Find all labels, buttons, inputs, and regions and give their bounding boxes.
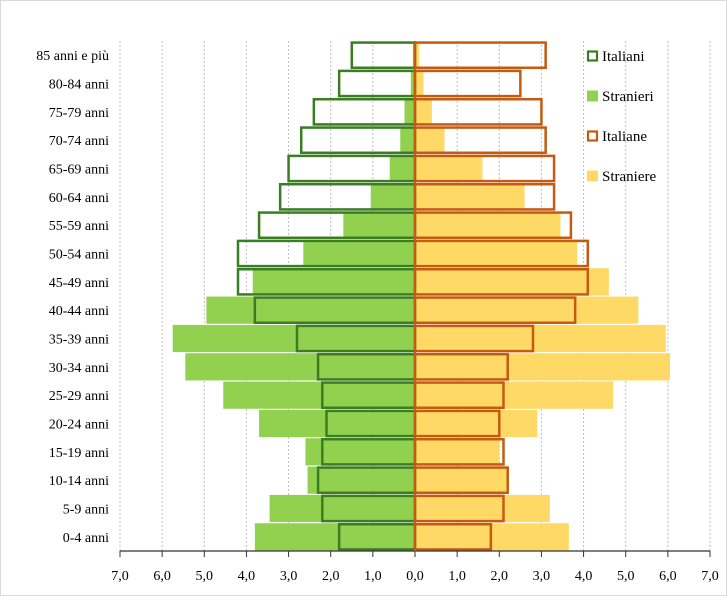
legend-swatch-italiane	[586, 130, 599, 142]
bar-stranieri-35-39-anni	[172, 324, 415, 353]
x-tick-label: 0,0	[406, 569, 424, 584]
bar-stranieri-45-49-anni	[252, 268, 415, 296]
bar-stranieri-40-44-anni	[206, 296, 415, 324]
bar-stranieri-15-19-anni	[305, 438, 415, 466]
tick-labels: 7,0 6,0 5,0 4,0 3,0 2,0 1,0 0,0 1,0 2,0 3,0 4,0 5,0 6…	[111, 569, 719, 584]
category-label: 20-24 anni	[49, 418, 109, 433]
category-label: 85 anni e più	[36, 49, 109, 64]
bar-stranieri-0-4-anni	[254, 523, 415, 551]
bar-straniere-85-anni-e-pi	[415, 41, 420, 69]
bar-straniere-20-24-anni	[415, 409, 538, 438]
bar-italiane-75-79-anni	[413, 97, 543, 126]
bar-stranieri-5-9-anni	[269, 494, 415, 523]
bar-stranieri-70-74-anni	[400, 126, 415, 154]
bar-straniere-70-74-anni	[415, 126, 445, 154]
bar-stranieri-65-69-anni	[389, 154, 415, 183]
bar-straniere-5-9-anni	[415, 494, 550, 523]
category-label: 55-59 anni	[49, 219, 109, 234]
bar-stranieri-60-64-anni	[370, 183, 415, 211]
bar-italiane-80-84-anni	[413, 69, 522, 98]
category-label: 40-44 anni	[49, 304, 109, 319]
legend-label-straniere: Straniere	[602, 169, 656, 185]
bar-stranieri-25-29-anni	[223, 381, 415, 409]
legend: Italiani Stranieri Italiane Straniere	[586, 49, 656, 185]
bar-stranieri-20-24-anni	[259, 409, 415, 438]
bar-stranieri-50-54-anni	[303, 239, 415, 268]
x-tick-label: 7,0	[111, 569, 129, 584]
bar-stranieri-30-34-anni	[185, 353, 415, 381]
legend-label-stranieri: Stranieri	[602, 89, 654, 105]
x-tick-label: 6,0	[659, 569, 677, 584]
bar-stranieri-10-14-anni	[307, 466, 415, 494]
bar-straniere-10-14-anni	[415, 466, 508, 494]
bar-straniere-15-19-anni	[415, 438, 500, 466]
category-label: 60-64 anni	[49, 191, 109, 206]
x-tick-label: 3,0	[280, 569, 298, 584]
bar-straniere-75-79-anni	[415, 98, 432, 126]
category-label: 35-39 anni	[49, 333, 109, 348]
bar-straniere-80-84-anni	[415, 69, 424, 98]
category-label: 15-19 anni	[49, 446, 109, 461]
bar-italiane-85-anni-e-pi	[413, 41, 547, 70]
x-tick-label: 1,0	[364, 569, 382, 584]
bar-stranieri-75-79-anni	[404, 98, 415, 126]
x-tick-label: 4,0	[575, 569, 593, 584]
x-tick-label: 1,0	[448, 569, 466, 584]
bar-straniere-50-54-anni	[415, 239, 578, 268]
bar-straniere-65-69-anni	[415, 154, 483, 183]
x-tick-label: 2,0	[491, 569, 509, 584]
category-label: 0-4 anni	[63, 531, 109, 546]
bar-straniere-60-64-anni	[415, 183, 525, 211]
bar-straniere-35-39-anni	[415, 324, 666, 353]
bar-straniere-30-34-anni	[415, 353, 670, 381]
bar-straniere-55-59-anni	[415, 211, 561, 239]
x-tick-label: 6,0	[153, 569, 171, 584]
x-tick-label: 2,0	[322, 569, 340, 584]
category-label: 5-9 anni	[63, 503, 109, 518]
category-label: 10-14 anni	[49, 474, 109, 489]
bar-straniere-25-29-anni	[415, 381, 614, 409]
category-labels: 85 anni e più 80-84 anni 75-79 anni 70-74 a…	[36, 49, 109, 546]
bar-italiani-75-79-anni	[312, 97, 417, 126]
bar-italiani-85-anni-e-pi	[350, 41, 417, 70]
x-tick-label: 4,0	[238, 569, 256, 584]
category-label: 30-34 anni	[49, 361, 109, 376]
bar-stranieri-80-84-anni	[410, 69, 415, 98]
axes	[119, 41, 711, 557]
legend-swatch-straniere	[587, 170, 598, 182]
legend-swatch-italiani	[586, 50, 599, 62]
bar-straniere-40-44-anni	[415, 296, 639, 324]
bar-straniere-45-49-anni	[415, 268, 609, 296]
category-label: 70-74 anni	[49, 134, 109, 149]
category-label: 75-79 anni	[49, 106, 109, 121]
bar-italiani-70-74-anni	[299, 126, 417, 155]
bar-italiani-80-84-anni	[337, 69, 417, 98]
category-label: 45-49 anni	[49, 276, 109, 291]
x-tick-label: 7,0	[701, 569, 719, 584]
x-tick-label: 5,0	[617, 569, 635, 584]
filled-bars	[172, 41, 670, 551]
grid-lines	[119, 41, 711, 551]
legend-label-italiani: Italiani	[602, 49, 644, 65]
category-label: 25-29 anni	[49, 389, 109, 404]
category-label: 65-69 anni	[49, 163, 109, 178]
x-tick-label: 5,0	[196, 569, 214, 584]
bar-stranieri-55-59-anni	[343, 211, 415, 239]
legend-swatch-stranieri	[587, 90, 598, 102]
x-tick-label: 3,0	[533, 569, 551, 584]
category-label: 50-54 anni	[49, 248, 109, 263]
category-label: 80-84 anni	[49, 78, 109, 93]
legend-label-italiane: Italiane	[602, 129, 647, 145]
